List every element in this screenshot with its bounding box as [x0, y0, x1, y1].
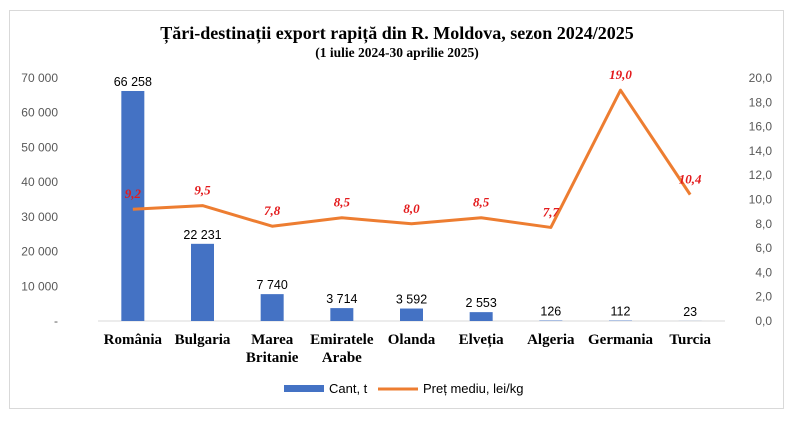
price-line	[132, 88, 692, 229]
right-tick-label: 10,0	[749, 193, 773, 207]
line-data-label: 19,0	[609, 67, 632, 82]
bar-data-labels: 66 258 22 231 7 740 3 714 3 592 2 553 126 112 23	[114, 75, 697, 319]
category-label: Algeria	[527, 332, 575, 348]
category-label: Elveția	[459, 332, 504, 348]
legend-swatch-bar	[284, 385, 324, 392]
bar	[191, 243, 214, 321]
right-tick-label: 6,0	[755, 241, 772, 255]
line-data-label: 8,0	[403, 201, 420, 216]
left-tick-label: 20 000	[21, 245, 58, 259]
bar-data-label: 22 231	[183, 228, 221, 242]
left-tick-label: 40 000	[21, 175, 58, 189]
left-tick-label: 50 000	[21, 140, 58, 154]
left-tick-label: 10 000	[21, 279, 58, 293]
right-tick-label: 8,0	[755, 217, 772, 231]
right-tick-label: 20,0	[749, 71, 773, 85]
line-data-label: 9,2	[125, 186, 142, 201]
bar	[400, 308, 423, 321]
category-label: Germania	[588, 332, 653, 348]
category-label: Bulgaria	[175, 332, 231, 348]
right-tick-label: 4,0	[755, 265, 772, 279]
line-data-labels: 9,2 9,5 7,8 8,5 8,0 8,5 7,7 19,0 10,4	[125, 67, 702, 219]
legend: Cant, t Preț mediu, lei/kg	[284, 381, 523, 396]
right-tick-label: 0,0	[755, 314, 772, 328]
category-label: Turcia	[669, 332, 711, 348]
line-data-label: 10,4	[679, 172, 702, 187]
x-axis-categories: România Bulgaria Marea Britanie Emiratele Ara…	[104, 332, 712, 366]
category-label: Marea	[251, 332, 294, 348]
right-tick-label: 12,0	[749, 168, 773, 182]
line-data-label: 7,8	[264, 203, 281, 218]
legend-label-bar: Cant, t	[329, 381, 368, 396]
left-tick-label: 60 000	[21, 106, 58, 120]
bar-data-label: 23	[683, 305, 697, 319]
left-tick-label: 30 000	[21, 210, 58, 224]
right-tick-label: 14,0	[749, 144, 773, 158]
bar-data-label: 2 553	[466, 296, 497, 310]
category-label: Britanie	[246, 350, 299, 366]
bar-series	[121, 90, 702, 322]
left-y-axis: - 10 000 20 000 30 000 40 000 50 000 60 000 70 …	[21, 71, 58, 328]
chart-frame: Țări-destinații export rapiță din R. Mol…	[9, 10, 784, 409]
bar	[330, 308, 354, 321]
category-label: Arabe	[322, 350, 362, 366]
line-data-label: 8,5	[473, 195, 490, 210]
line-data-label: 9,5	[194, 183, 211, 198]
bar	[121, 90, 145, 322]
right-tick-label: 16,0	[749, 120, 773, 134]
category-label: Emiratele	[310, 332, 374, 348]
category-label: Olanda	[388, 332, 436, 348]
bar	[260, 294, 284, 321]
left-tick-label: 70 000	[21, 71, 58, 85]
line-series	[132, 88, 692, 229]
right-tick-label: 18,0	[749, 95, 773, 109]
right-tick-label: 2,0	[755, 290, 772, 304]
bar	[469, 312, 493, 321]
right-y-axis: 0,0 2,0 4,0 6,0 8,0 10,0 12,0 14,0 16,0 18,0 20,0	[749, 71, 773, 328]
left-tick-label: -	[54, 314, 58, 328]
bar-data-label: 126	[540, 305, 561, 319]
line-data-label: 7,7	[543, 204, 560, 219]
category-label: România	[104, 332, 163, 348]
bar-data-label: 3 714	[326, 292, 357, 306]
bar-data-label: 66 258	[114, 75, 152, 89]
bar-data-label: 7 740	[257, 278, 288, 292]
chart-subtitle: (1 iulie 2024-30 aprilie 2025)	[315, 45, 478, 60]
line-data-label: 8,5	[334, 195, 351, 210]
bar-data-label: 3 592	[396, 293, 427, 307]
chart-canvas: Țări-destinații export rapiță din R. Mol…	[21, 23, 773, 396]
bar-data-label: 112	[611, 305, 631, 319]
legend-label-line: Preț mediu, lei/kg	[423, 381, 523, 396]
chart-title: Țări-destinații export rapiță din R. Mol…	[160, 23, 634, 44]
